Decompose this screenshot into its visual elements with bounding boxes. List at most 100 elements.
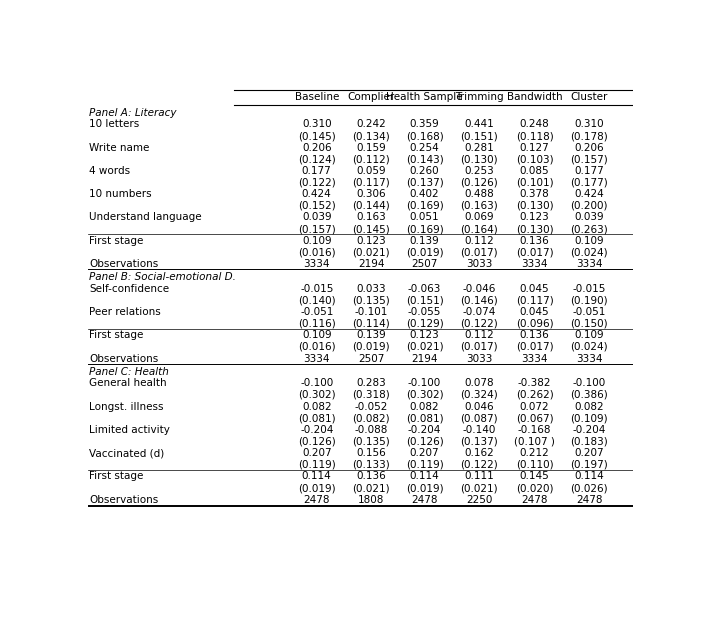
Text: 0.123: 0.123 (520, 213, 550, 222)
Text: (0.021): (0.021) (352, 483, 390, 493)
Text: (0.130): (0.130) (516, 224, 553, 234)
Text: 0.207: 0.207 (302, 448, 332, 458)
Text: 2478: 2478 (411, 495, 438, 505)
Text: 2507: 2507 (411, 259, 438, 269)
Text: 2507: 2507 (358, 354, 385, 364)
Text: (0.124): (0.124) (298, 154, 335, 164)
Text: (0.130): (0.130) (516, 201, 553, 211)
Text: (0.116): (0.116) (298, 319, 335, 329)
Text: (0.017): (0.017) (460, 248, 498, 257)
Text: 0.212: 0.212 (520, 448, 550, 458)
Text: -0.088: -0.088 (354, 425, 388, 435)
Text: 0.082: 0.082 (574, 401, 604, 411)
Text: (0.110): (0.110) (516, 460, 553, 470)
Text: (0.081): (0.081) (406, 413, 444, 423)
Text: (0.386): (0.386) (570, 390, 608, 400)
Text: 0.441: 0.441 (464, 119, 494, 130)
Text: (0.200): (0.200) (570, 201, 608, 211)
Text: (0.017): (0.017) (460, 342, 498, 352)
Text: (0.177): (0.177) (570, 178, 608, 187)
Text: (0.117): (0.117) (516, 295, 553, 305)
Text: (0.112): (0.112) (352, 154, 390, 164)
Text: 0.310: 0.310 (574, 119, 604, 130)
Text: -0.046: -0.046 (463, 284, 496, 294)
Text: 0.069: 0.069 (464, 213, 494, 222)
Text: 0.310: 0.310 (302, 119, 332, 130)
Text: Observations: Observations (89, 495, 158, 505)
Text: 0.378: 0.378 (520, 189, 550, 199)
Text: (0.151): (0.151) (460, 131, 498, 141)
Text: -0.168: -0.168 (518, 425, 551, 435)
Text: 0.051: 0.051 (410, 213, 439, 222)
Text: Trimming: Trimming (455, 92, 503, 102)
Text: 0.078: 0.078 (464, 378, 494, 389)
Text: Limited activity: Limited activity (89, 425, 170, 435)
Text: 0.424: 0.424 (302, 189, 332, 199)
Text: 0.123: 0.123 (356, 236, 386, 246)
Text: (0.019): (0.019) (352, 342, 390, 352)
Text: 0.111: 0.111 (464, 471, 494, 481)
Text: 3334: 3334 (304, 354, 330, 364)
Text: 0.177: 0.177 (574, 166, 604, 176)
Text: 0.109: 0.109 (302, 330, 332, 340)
Text: (0.134): (0.134) (352, 131, 390, 141)
Text: (0.152): (0.152) (298, 201, 335, 211)
Text: (0.114): (0.114) (352, 319, 390, 329)
Text: 2194: 2194 (358, 259, 385, 269)
Text: (0.021): (0.021) (406, 342, 444, 352)
Text: 0.045: 0.045 (520, 284, 550, 294)
Text: 4 words: 4 words (89, 166, 130, 176)
Text: Cluster: Cluster (570, 92, 608, 102)
Text: (0.133): (0.133) (352, 460, 390, 470)
Text: (0.017): (0.017) (516, 248, 553, 257)
Text: Health Sample: Health Sample (386, 92, 463, 102)
Text: -0.063: -0.063 (408, 284, 441, 294)
Text: 3334: 3334 (522, 354, 548, 364)
Text: (0.107 ): (0.107 ) (514, 436, 555, 446)
Text: 0.260: 0.260 (410, 166, 439, 176)
Text: (0.137): (0.137) (460, 436, 498, 446)
Text: First stage: First stage (89, 330, 143, 340)
Text: (0.118): (0.118) (516, 131, 553, 141)
Text: (0.197): (0.197) (570, 460, 608, 470)
Text: 3033: 3033 (466, 259, 492, 269)
Text: (0.135): (0.135) (352, 295, 390, 305)
Text: (0.145): (0.145) (352, 224, 390, 234)
Text: 0.109: 0.109 (574, 236, 604, 246)
Text: 0.136: 0.136 (520, 236, 550, 246)
Text: 0.253: 0.253 (464, 166, 494, 176)
Text: (0.021): (0.021) (460, 483, 498, 493)
Text: (0.146): (0.146) (460, 295, 498, 305)
Text: 3033: 3033 (466, 354, 492, 364)
Text: 0.072: 0.072 (520, 401, 550, 411)
Text: (0.126): (0.126) (298, 436, 335, 446)
Text: (0.082): (0.082) (352, 413, 390, 423)
Text: (0.302): (0.302) (298, 390, 335, 400)
Text: 0.039: 0.039 (574, 213, 604, 222)
Text: -0.052: -0.052 (354, 401, 388, 411)
Text: (0.137): (0.137) (406, 178, 444, 187)
Text: Bandwidth: Bandwidth (507, 92, 562, 102)
Text: -0.074: -0.074 (463, 307, 496, 317)
Text: (0.157): (0.157) (570, 154, 608, 164)
Text: (0.019): (0.019) (406, 483, 444, 493)
Text: (0.019): (0.019) (406, 248, 444, 257)
Text: 10 letters: 10 letters (89, 119, 139, 130)
Text: 2478: 2478 (576, 495, 602, 505)
Text: (0.024): (0.024) (570, 248, 608, 257)
Text: 0.145: 0.145 (520, 471, 550, 481)
Text: Complier: Complier (347, 92, 395, 102)
Text: (0.183): (0.183) (570, 436, 608, 446)
Text: 2478: 2478 (522, 495, 548, 505)
Text: 10 numbers: 10 numbers (89, 189, 152, 199)
Text: (0.016): (0.016) (298, 248, 335, 257)
Text: (0.021): (0.021) (352, 248, 390, 257)
Text: Understand language: Understand language (89, 213, 202, 222)
Text: 0.082: 0.082 (410, 401, 439, 411)
Text: (0.087): (0.087) (460, 413, 498, 423)
Text: 0.085: 0.085 (520, 166, 550, 176)
Text: 0.114: 0.114 (574, 471, 604, 481)
Text: General health: General health (89, 378, 167, 389)
Text: (0.178): (0.178) (570, 131, 608, 141)
Text: First stage: First stage (89, 471, 143, 481)
